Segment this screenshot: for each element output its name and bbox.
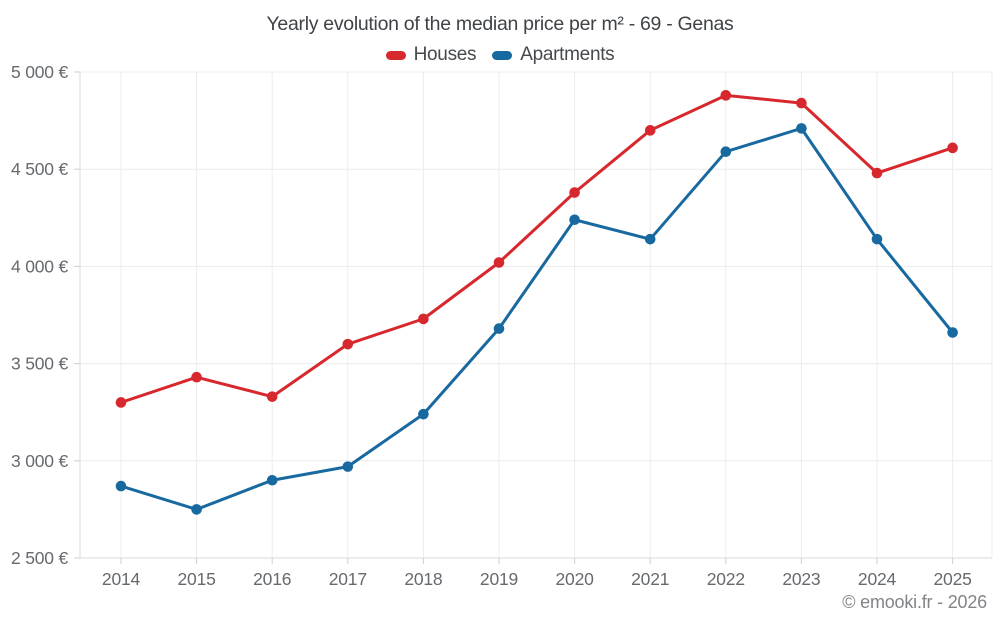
houses-series-swatch-icon — [385, 50, 406, 60]
houses-data-point[interactable] — [947, 142, 958, 154]
apartments-data-point[interactable] — [342, 461, 354, 472]
apartments-data-point[interactable] — [115, 480, 127, 492]
houses-data-point[interactable] — [871, 167, 883, 179]
x-axis-label: 2025 — [934, 569, 972, 589]
houses-data-point[interactable] — [266, 391, 278, 402]
houses-data-point[interactable] — [191, 371, 202, 383]
apartments-data-point[interactable] — [493, 323, 505, 334]
x-axis-label: 2022 — [707, 569, 745, 589]
houses-data-point[interactable] — [569, 187, 580, 198]
houses-data-point[interactable] — [644, 125, 656, 136]
watermark: © emooki.fr - 2026 — [842, 592, 987, 612]
legend-item-houses[interactable]: Houses — [385, 44, 477, 66]
houses-data-point[interactable] — [720, 90, 732, 101]
x-axis-label: 2018 — [404, 569, 442, 589]
apartments-data-point[interactable] — [191, 504, 202, 515]
houses-data-point[interactable] — [115, 397, 127, 408]
houses-data-point[interactable] — [342, 338, 354, 350]
chart-title: Yearly evolution of the median price per… — [266, 13, 734, 35]
legend-item-apartments[interactable]: Apartments — [492, 44, 615, 66]
apartments-data-point[interactable] — [266, 474, 278, 486]
x-axis-label: 2019 — [480, 569, 518, 589]
y-axis-label: 3 500 € — [11, 354, 68, 374]
x-axis-label: 2015 — [178, 569, 216, 589]
x-axis-label: 2024 — [858, 569, 897, 589]
legend: Houses Apartments — [0, 44, 1000, 66]
series-line-houses — [119, 93, 955, 404]
apartments-series-swatch-icon — [492, 50, 513, 60]
x-axis-label: 2014 — [102, 569, 141, 589]
y-axis-label: 4 000 € — [11, 256, 68, 276]
houses-data-point[interactable] — [493, 257, 505, 268]
houses-data-point[interactable] — [418, 313, 429, 325]
apartments-data-point[interactable] — [644, 233, 656, 245]
apartments-data-point[interactable] — [418, 408, 429, 420]
y-axis-label: 2 500 € — [11, 548, 68, 568]
legend-label-houses: Houses — [413, 44, 477, 65]
legend-label-apartments: Apartments — [520, 44, 615, 65]
x-axis-label: 2020 — [556, 569, 595, 589]
y-axis-label: 5 000 € — [11, 62, 68, 82]
x-axis-label: 2021 — [631, 569, 669, 589]
x-axis-label: 2023 — [782, 569, 820, 589]
houses-data-point[interactable] — [796, 97, 807, 109]
y-axis-label: 4 500 € — [11, 159, 68, 179]
y-axis-label: 3 000 € — [11, 451, 68, 471]
apartments-data-point[interactable] — [796, 123, 807, 134]
apartments-data-point[interactable] — [947, 327, 958, 338]
apartments-data-point[interactable] — [871, 233, 883, 245]
x-axis-label: 2017 — [329, 569, 367, 589]
apartments-data-point[interactable] — [569, 214, 580, 226]
series-line-apartments — [119, 126, 955, 511]
apartments-data-point[interactable] — [720, 146, 732, 158]
x-axis-label: 2016 — [253, 569, 291, 589]
